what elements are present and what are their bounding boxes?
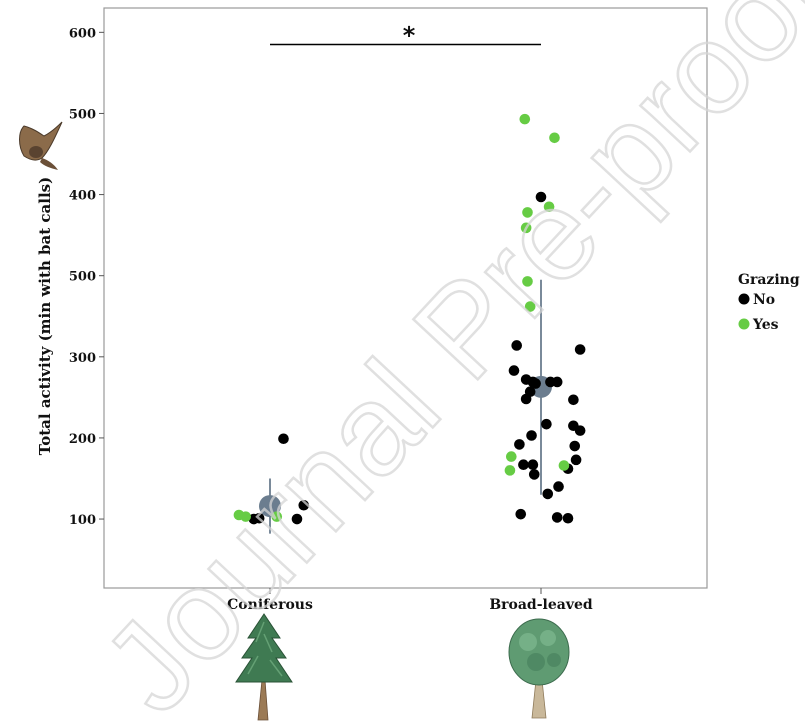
y-tick-label: 500 <box>69 270 96 285</box>
legend-no-swatch <box>738 293 750 305</box>
x-tick-label: Coniferous <box>227 597 313 613</box>
point-no-grazing <box>562 512 574 524</box>
point-grazing <box>504 465 516 476</box>
legend-yes-swatch <box>738 318 750 330</box>
significance-label: * <box>403 22 416 50</box>
point-no-grazing <box>530 378 541 389</box>
points-layer <box>233 113 586 525</box>
y-tick-label: 100 <box>69 513 96 528</box>
y-axis: 100 200 300 500 400 500 600 <box>69 26 104 528</box>
x-tick-label: Broad-leaved <box>489 597 593 613</box>
x-axis: Coniferous Broad-leaved <box>227 588 593 613</box>
point-no-grazing <box>574 425 586 436</box>
point-grazing <box>519 113 531 125</box>
plot-frame <box>103 7 708 589</box>
point-no-grazing <box>551 376 563 388</box>
watermark-text: Journal Pre-proof <box>76 0 805 722</box>
legend-yes-label: Yes <box>752 317 779 333</box>
point-no-grazing <box>526 430 537 441</box>
point-no-grazing <box>570 454 582 466</box>
point-no-grazing <box>518 459 529 470</box>
y-tick-label: 600 <box>69 26 96 41</box>
point-no-grazing <box>535 191 547 203</box>
y-tick-label: 500 <box>69 107 96 122</box>
point-no-grazing <box>542 488 554 500</box>
point-no-grazing <box>515 508 527 520</box>
point-grazing <box>520 222 532 234</box>
point-no-grazing <box>253 512 265 524</box>
y-axis-title: Total activity (min with bat calls) <box>36 177 54 455</box>
bat-icon <box>19 121 63 170</box>
y-tick-label: 200 <box>69 432 96 447</box>
point-grazing <box>558 460 570 471</box>
point-no-grazing <box>278 433 289 445</box>
point-no-grazing <box>568 394 579 406</box>
legend: Grazing No Yes <box>738 272 800 333</box>
point-no-grazing <box>511 340 522 351</box>
conifer-tree-icon <box>235 613 293 721</box>
point-no-grazing <box>298 499 310 511</box>
point-grazing <box>506 451 517 462</box>
y-tick-label: 300 <box>69 351 96 366</box>
point-grazing <box>271 511 283 522</box>
point-no-grazing <box>569 440 581 452</box>
point-no-grazing <box>574 344 586 355</box>
point-grazing <box>549 132 560 144</box>
point-grazing <box>522 276 533 287</box>
point-no-grazing <box>528 469 540 480</box>
y-tick-label: 400 <box>69 189 96 204</box>
point-grazing <box>522 207 533 218</box>
point-no-grazing <box>553 481 564 492</box>
point-no-grazing <box>524 386 536 397</box>
point-no-grazing <box>508 365 520 376</box>
point-grazing <box>240 511 251 522</box>
point-no-grazing <box>527 459 539 470</box>
point-grazing <box>543 201 555 213</box>
point-grazing <box>524 301 536 312</box>
point-no-grazing <box>551 512 563 523</box>
legend-title: Grazing <box>738 272 800 288</box>
broadleaf-tree-icon <box>508 618 570 719</box>
point-no-grazing <box>541 418 552 430</box>
point-no-grazing <box>291 513 303 525</box>
point-no-grazing <box>514 439 525 450</box>
legend-no-label: No <box>753 292 775 308</box>
